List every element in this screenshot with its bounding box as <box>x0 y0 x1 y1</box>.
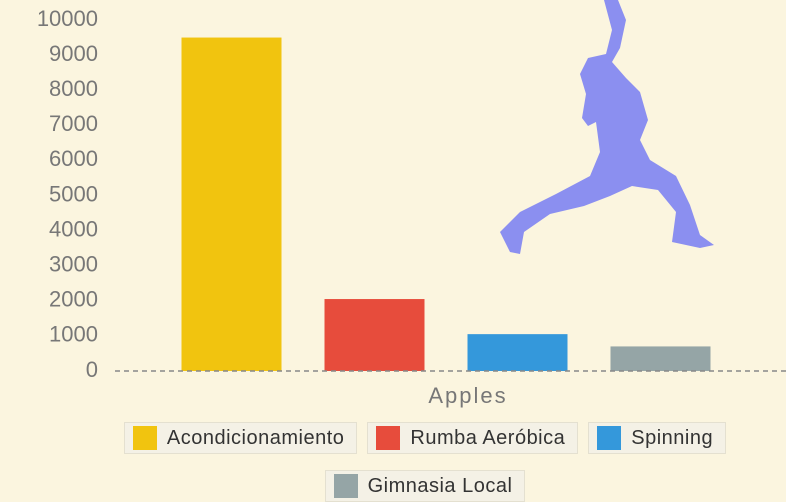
legend-item[interactable]: Spinning <box>588 422 726 454</box>
yoga-figure <box>500 0 714 254</box>
legend-item[interactable]: Gimnasia Local <box>325 470 526 502</box>
y-tick-label: 3000 <box>49 252 98 277</box>
legend-item[interactable]: Acondicionamiento <box>124 422 358 454</box>
bar <box>182 38 282 371</box>
legend-swatch <box>376 426 400 450</box>
legend-swatch <box>334 474 358 498</box>
legend: Acondicionamiento Rumba Aeróbica Spinning G… <box>70 422 780 502</box>
y-tick-label: 4000 <box>49 216 98 241</box>
bar <box>325 299 425 371</box>
y-tick-label: 1000 <box>49 322 98 347</box>
y-tick-label: 2000 <box>49 287 98 312</box>
bar <box>611 346 711 371</box>
legend-swatch <box>133 426 157 450</box>
y-tick-label: 9000 <box>49 41 98 66</box>
x-tick-label: Apples <box>428 383 507 408</box>
legend-swatch <box>597 426 621 450</box>
y-tick-label: 6000 <box>49 146 98 171</box>
y-tick-label: 8000 <box>49 76 98 101</box>
legend-label: Rumba Aeróbica <box>410 427 565 450</box>
legend-label: Gimnasia Local <box>368 475 513 498</box>
legend-item[interactable]: Rumba Aeróbica <box>367 422 578 454</box>
y-tick-label: 5000 <box>49 181 98 206</box>
page: 0 1000 2000 3000 4000 5000 6000 7000 8000 9000 100… <box>0 0 786 502</box>
y-tick-label: 0 <box>86 357 98 382</box>
bar <box>468 334 568 371</box>
y-tick-label: 10000 <box>37 6 98 31</box>
legend-label: Spinning <box>631 427 713 450</box>
legend-label: Acondicionamiento <box>167 427 345 450</box>
y-tick-label: 7000 <box>49 111 98 136</box>
